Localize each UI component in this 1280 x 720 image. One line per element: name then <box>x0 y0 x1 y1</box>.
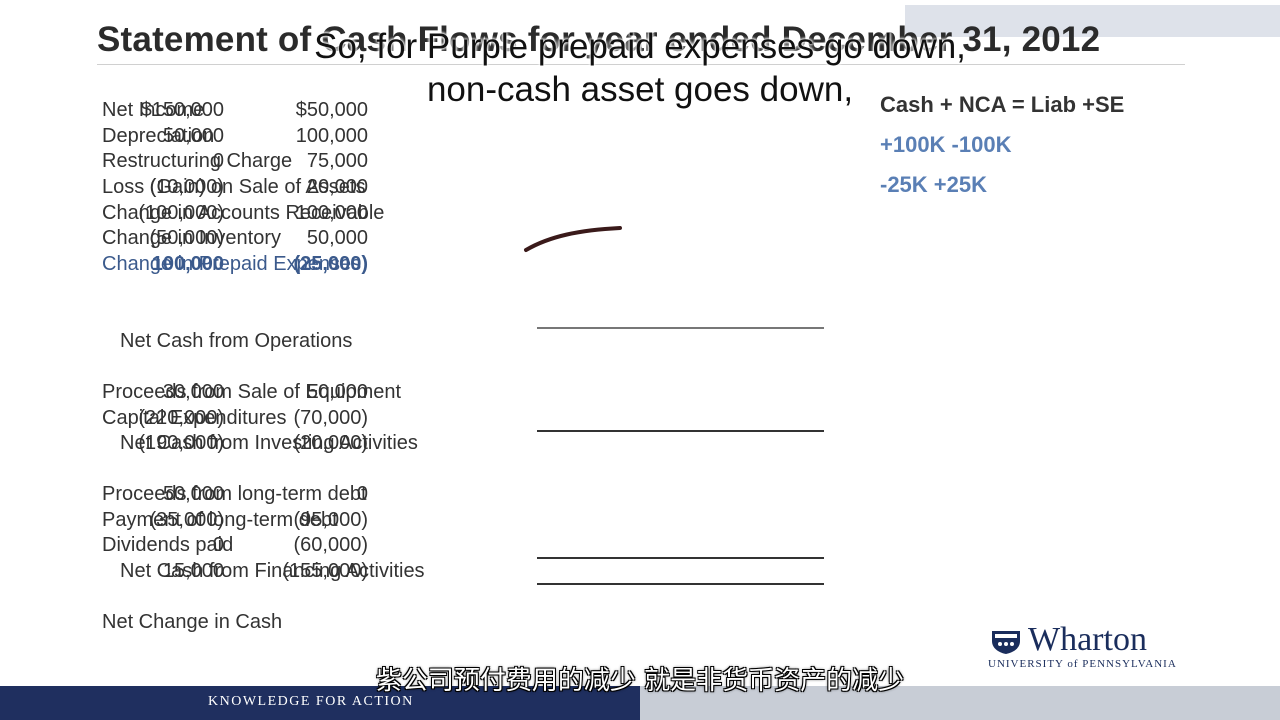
subtitle-english-line-2: non-cash asset goes down, <box>426 70 854 109</box>
value-col1: 15,000 <box>162 560 224 582</box>
value-col1: 50,000 <box>162 483 224 505</box>
row-label: Change in Inventory <box>102 227 282 249</box>
row-net-income: Net Income $150,000 $50,000 <box>0 98 830 122</box>
financing-total-rule <box>537 557 824 559</box>
row-label: Net Cash from Financing Activities <box>120 560 425 582</box>
footer-bar-right <box>640 686 1280 720</box>
value-col2: (95,000) <box>293 509 369 531</box>
value-col1: (190,000) <box>138 432 224 454</box>
title-divider <box>97 64 1185 65</box>
value-col2: (70,000) <box>293 407 369 429</box>
value-col1: 0 <box>212 534 224 556</box>
pen-annotation-stroke <box>524 226 622 252</box>
equation-line-2: -25K +25K <box>880 172 988 197</box>
footer-bar <box>0 686 640 720</box>
wharton-university-line: UNIVERSITY of PENNSYLVANIA <box>988 658 1177 670</box>
row-label: Net Cash from Operations <box>120 330 353 352</box>
value-col2: 50,000 <box>306 227 368 249</box>
row-label: Proceeds from long-term debt <box>102 483 367 505</box>
row-loss-gain: Loss (Gain) on Sale of Assets (10,000) 2… <box>0 175 830 199</box>
row-accounts-receivable: Change in Accounts Receivable (100,000) … <box>0 201 830 225</box>
row-label: Depreciation <box>102 125 215 147</box>
value-col1: $150,000 <box>140 99 224 121</box>
row-label: Change in Accounts Receivable <box>102 202 385 224</box>
subtitle-english-line-1: So, for Purple prepaid expenses go down, <box>314 27 966 66</box>
row-label: Payment of long-term debt <box>102 509 338 531</box>
value-col2: 100,000 <box>295 202 368 224</box>
investing-total-rule <box>537 430 824 432</box>
value-col2: (60,000) <box>293 534 369 556</box>
row-label: Loss (Gain) on Sale of Assets <box>102 176 366 198</box>
wharton-logo: Wharton UNIVERSITY of PENNSYLVANIA <box>988 621 1198 675</box>
value-col2: $50,000 <box>295 99 368 121</box>
row-label: Dividends paid <box>102 534 234 556</box>
slide-title: Statement of Cash Flows for year ended D… <box>97 20 1101 59</box>
row-label: Net Income <box>102 99 205 121</box>
value-col2: (155,000) <box>282 560 368 582</box>
row-dividends: Dividends paid 0 (60,000) <box>0 533 830 557</box>
row-restructuring: Restructuring Charge 0 75,000 <box>0 149 830 173</box>
row-label: Capital Expenditures <box>102 407 287 429</box>
row-label: Net Change in Cash <box>102 611 283 633</box>
equation-header: Cash + NCA = Liab +SE <box>880 92 1125 117</box>
row-label: Proceeds from Sale of Equipment <box>102 381 402 403</box>
value-col1: (220,000) <box>138 407 224 429</box>
row-lt-debt-proceeds: Proceeds from long-term debt 50,000 0 <box>0 482 830 506</box>
row-label: Change in Prepaid Expenses <box>102 253 362 275</box>
value-col2: 75,000 <box>306 150 368 172</box>
value-col2: (20,000) <box>293 432 369 454</box>
value-col1: 0 <box>212 150 224 172</box>
financing-double-rule <box>537 583 824 585</box>
value-col2: 100,000 <box>295 125 368 147</box>
row-inventory: Change in Inventory (50,000) 50,000 <box>0 226 830 250</box>
row-net-cash-financing: Net Cash from Financing Activities 15,00… <box>0 559 830 583</box>
row-label: Restructuring Charge <box>102 150 293 172</box>
value-col1: 30,000 <box>162 381 224 403</box>
row-net-cash-operations: Net Cash from Operations <box>0 329 830 353</box>
operations-total-rule <box>537 327 824 329</box>
row-net-change-cash: Net Change in Cash <box>0 610 830 634</box>
value-col1: (100,000) <box>138 202 224 224</box>
value-col1: 50,000 <box>162 125 224 147</box>
value-col2: (25,000) <box>293 253 369 275</box>
penn-shield-icon <box>992 631 1020 654</box>
row-net-cash-investing: Net Cash from Investing Activities (190,… <box>0 431 830 455</box>
row-depreciation: Depreciation 50,000 100,000 <box>0 124 830 148</box>
equation-line-1: +100K -100K <box>880 132 1012 157</box>
footer-tagline: KNOWLEDGE FOR ACTION <box>208 694 414 709</box>
row-sale-equipment: Proceeds from Sale of Equipment 30,000 5… <box>0 380 830 404</box>
wharton-wordmark: Wharton <box>1028 621 1147 658</box>
value-col1: (50,000) <box>149 227 225 249</box>
value-col1: (35,000) <box>149 509 225 531</box>
row-prepaid-expenses: Change in Prepaid Expenses 100,000 (25,0… <box>0 252 830 276</box>
row-capex: Capital Expenditures (220,000) (70,000) <box>0 406 830 430</box>
row-label: Net Cash from Investing Activities <box>120 432 418 454</box>
subtitle-chinese: 紫公司预付费用的减少 就是非货币资产的减少 <box>375 666 905 696</box>
value-col1: 100,000 <box>151 253 224 275</box>
value-col2: 0 <box>356 483 368 505</box>
value-col1: (10,000) <box>149 176 225 198</box>
value-col2: 50,000 <box>306 381 368 403</box>
row-lt-debt-payment: Payment of long-term debt (35,000) (95,0… <box>0 508 830 532</box>
value-col2: 20,000 <box>306 176 368 198</box>
header-overlay-box <box>905 5 1280 37</box>
